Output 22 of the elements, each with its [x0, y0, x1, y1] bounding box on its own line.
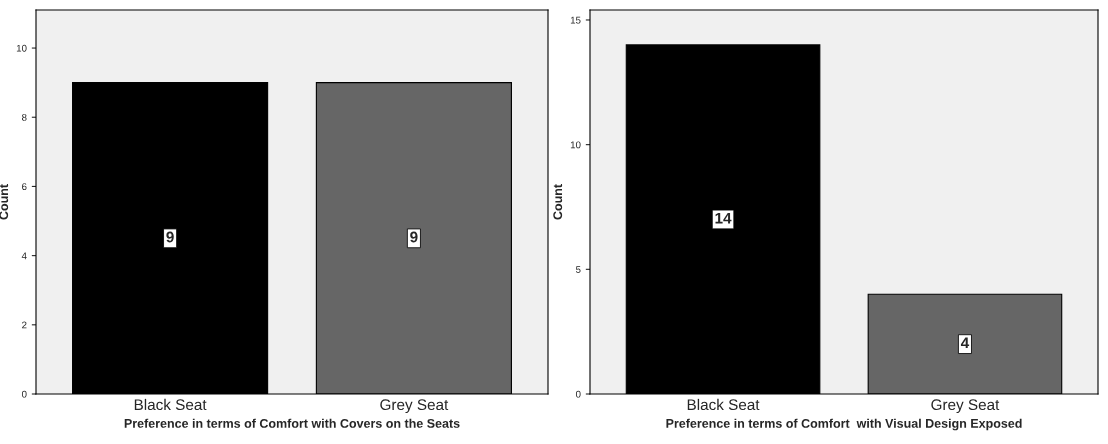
y-tick-label: 6	[22, 183, 27, 191]
data-label: 9	[166, 231, 174, 243]
x-tick-label: Grey Seat	[931, 399, 1000, 414]
data-label: 14	[715, 212, 732, 224]
data-label: 9	[410, 231, 418, 243]
y-tick-label: 5	[575, 266, 581, 273]
data-label: 4	[960, 337, 970, 349]
y-tick-label: 8	[21, 113, 27, 121]
y-tick-label: 0	[21, 390, 27, 398]
y-axis-title: Count	[553, 184, 563, 220]
y-axis-title: Count	[0, 184, 9, 220]
x-tick-label: Black Seat	[687, 398, 760, 411]
x-axis-title: Preference in terms of Comfort with Covers on the Seats	[124, 418, 460, 428]
y-tick-label: 0	[575, 390, 581, 398]
y-tick-label: 2	[22, 321, 27, 329]
x-tick-label: Grey Seat	[380, 399, 449, 414]
y-tick-label: 10	[16, 44, 27, 52]
y-tick-label: 15	[570, 16, 581, 24]
x-tick-label: Black Seat	[134, 398, 207, 411]
x-axis-title: Preference in terms of Comfort with Visual Design Exposed	[666, 418, 1022, 431]
y-tick-label: 10	[570, 141, 581, 149]
y-tick-label: 4	[21, 252, 27, 260]
